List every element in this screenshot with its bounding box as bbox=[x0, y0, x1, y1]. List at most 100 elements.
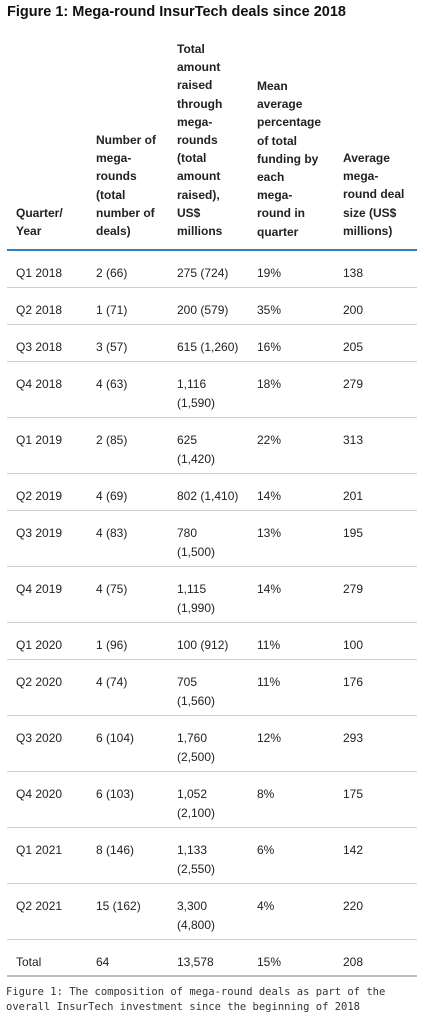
percentage-cell: 14% bbox=[257, 489, 282, 503]
quarter-cell: Q3 2020 bbox=[16, 731, 63, 745]
amount-cell: 275 (724) bbox=[177, 266, 229, 280]
rounds-cell: 2 (66) bbox=[96, 266, 128, 280]
column-header-rounds: Number of mega- rounds (total number of … bbox=[96, 133, 156, 239]
quarter-cell: Q4 2018 bbox=[16, 377, 63, 391]
table-row: Q3 2020 6 (104) 1,760 (2,500) 12% 293 bbox=[7, 716, 417, 772]
amount-cell: 1,133 (2,550) bbox=[177, 843, 216, 876]
quarter-cell: Q2 2018 bbox=[16, 303, 63, 317]
quarter-cell: Total bbox=[16, 955, 42, 969]
rounds-cell: 6 (103) bbox=[96, 787, 135, 801]
rounds-cell: 1 (71) bbox=[96, 303, 128, 317]
table-row: Q1 2021 8 (146) 1,133 (2,550) 6% 142 bbox=[7, 828, 417, 884]
percentage-cell: 19% bbox=[257, 266, 282, 280]
column-header-quarter: Quarter/ Year bbox=[16, 206, 63, 239]
rounds-cell: 4 (63) bbox=[96, 377, 128, 391]
amount-cell: 625 (1,420) bbox=[177, 433, 216, 466]
rounds-cell: 4 (83) bbox=[96, 526, 128, 540]
table-row: Q4 2018 4 (63) 1,116 (1,590) 18% 279 bbox=[7, 362, 417, 418]
quarter-cell: Q2 2019 bbox=[16, 489, 63, 503]
column-header-percentage: Mean average percentage of total funding… bbox=[257, 79, 322, 239]
percentage-cell: 35% bbox=[257, 303, 282, 317]
avg-size-cell: 293 bbox=[343, 731, 364, 745]
avg-size-cell: 142 bbox=[343, 843, 364, 857]
header-rule bbox=[7, 249, 417, 251]
percentage-cell: 12% bbox=[257, 731, 282, 745]
amount-cell: 802 (1,410) bbox=[177, 489, 239, 503]
table-bottom-rule bbox=[7, 975, 417, 977]
percentage-cell: 14% bbox=[257, 582, 282, 596]
amount-cell: 705 (1,560) bbox=[177, 675, 216, 708]
quarter-cell: Q2 2021 bbox=[16, 899, 63, 913]
amount-cell: 1,115 (1,990) bbox=[177, 582, 216, 615]
percentage-cell: 16% bbox=[257, 340, 282, 354]
amount-cell: 1,052 (2,100) bbox=[177, 787, 216, 820]
avg-size-cell: 195 bbox=[343, 526, 364, 540]
percentage-cell: 18% bbox=[257, 377, 282, 391]
table-row: Q1 2019 2 (85) 625 (1,420) 22% 313 bbox=[7, 418, 417, 474]
quarter-cell: Q1 2021 bbox=[16, 843, 63, 857]
percentage-cell: 15% bbox=[257, 955, 282, 969]
rounds-cell: 8 (146) bbox=[96, 843, 135, 857]
avg-size-cell: 138 bbox=[343, 266, 364, 280]
amount-cell: 3,300 (4,800) bbox=[177, 899, 216, 932]
percentage-cell: 13% bbox=[257, 526, 282, 540]
table-row: Q1 2020 1 (96) 100 (912) 11% 100 bbox=[7, 623, 417, 660]
amount-cell: 200 (579) bbox=[177, 303, 229, 317]
percentage-cell: 11% bbox=[257, 675, 281, 689]
avg-size-cell: 175 bbox=[343, 787, 364, 801]
percentage-cell: 4% bbox=[257, 899, 275, 913]
amount-cell: 1,760 (2,500) bbox=[177, 731, 216, 764]
avg-size-cell: 176 bbox=[343, 675, 364, 689]
rounds-cell: 15 (162) bbox=[96, 899, 141, 913]
rounds-cell: 4 (75) bbox=[96, 582, 128, 596]
percentage-cell: 22% bbox=[257, 433, 282, 447]
avg-size-cell: 200 bbox=[343, 303, 364, 317]
quarter-cell: Q1 2018 bbox=[16, 266, 63, 280]
table-row: Q3 2018 3 (57) 615 (1,260) 16% 205 bbox=[7, 325, 417, 362]
figure-caption: Figure 1: The composition of mega-round … bbox=[6, 986, 386, 1013]
rounds-cell: 4 (69) bbox=[96, 489, 128, 503]
column-header-amount: Total amount raised through mega- rounds… bbox=[177, 42, 223, 239]
avg-size-cell: 208 bbox=[343, 955, 364, 969]
figure-title: Figure 1: Mega-round InsurTech deals sin… bbox=[7, 4, 346, 20]
total-row: Total 64 13,578 15% 208 bbox=[7, 940, 417, 975]
avg-size-cell: 205 bbox=[343, 340, 364, 354]
avg-size-cell: 313 bbox=[343, 433, 364, 447]
amount-cell: 1,116 (1,590) bbox=[177, 377, 216, 410]
table-row: Q3 2019 4 (83) 780 (1,500) 13% 195 bbox=[7, 511, 417, 567]
table-row: Q2 2021 15 (162) 3,300 (4,800) 4% 220 bbox=[7, 884, 417, 940]
quarter-cell: Q4 2019 bbox=[16, 582, 63, 596]
avg-size-cell: 220 bbox=[343, 899, 364, 913]
rounds-cell: 64 bbox=[96, 955, 110, 969]
quarter-cell: Q1 2020 bbox=[16, 638, 63, 652]
amount-cell: 100 (912) bbox=[177, 638, 229, 652]
amount-cell: 615 (1,260) bbox=[177, 340, 239, 354]
avg-size-cell: 201 bbox=[343, 489, 364, 503]
rounds-cell: 4 (74) bbox=[96, 675, 128, 689]
quarter-cell: Q2 2020 bbox=[16, 675, 63, 689]
quarter-cell: Q3 2018 bbox=[16, 340, 63, 354]
table-row: Q4 2019 4 (75) 1,115 (1,990) 14% 279 bbox=[7, 567, 417, 623]
table-row: Q1 2018 2 (66) 275 (724) 19% 138 bbox=[7, 251, 417, 288]
table-row: Q2 2019 4 (69) 802 (1,410) 14% 201 bbox=[7, 474, 417, 511]
avg-size-cell: 279 bbox=[343, 582, 364, 596]
table-row: Q4 2020 6 (103) 1,052 (2,100) 8% 175 bbox=[7, 772, 417, 828]
table-row: Q2 2020 4 (74) 705 (1,560) 11% 176 bbox=[7, 660, 417, 716]
rounds-cell: 6 (104) bbox=[96, 731, 135, 745]
percentage-cell: 11% bbox=[257, 638, 281, 652]
rounds-cell: 2 (85) bbox=[96, 433, 128, 447]
amount-cell: 780 (1,500) bbox=[177, 526, 216, 559]
amount-cell: 13,578 bbox=[177, 955, 214, 969]
table-row: Q2 2018 1 (71) 200 (579) 35% 200 bbox=[7, 288, 417, 325]
quarter-cell: Q1 2019 bbox=[16, 433, 63, 447]
rounds-cell: 1 (96) bbox=[96, 638, 128, 652]
column-header-avg-size: Average mega- round deal size (US$ milli… bbox=[343, 151, 405, 238]
percentage-cell: 8% bbox=[257, 787, 275, 801]
avg-size-cell: 279 bbox=[343, 377, 364, 391]
avg-size-cell: 100 bbox=[343, 638, 364, 652]
percentage-cell: 6% bbox=[257, 843, 275, 857]
quarter-cell: Q3 2019 bbox=[16, 526, 63, 540]
rounds-cell: 3 (57) bbox=[96, 340, 128, 354]
quarter-cell: Q4 2020 bbox=[16, 787, 63, 801]
